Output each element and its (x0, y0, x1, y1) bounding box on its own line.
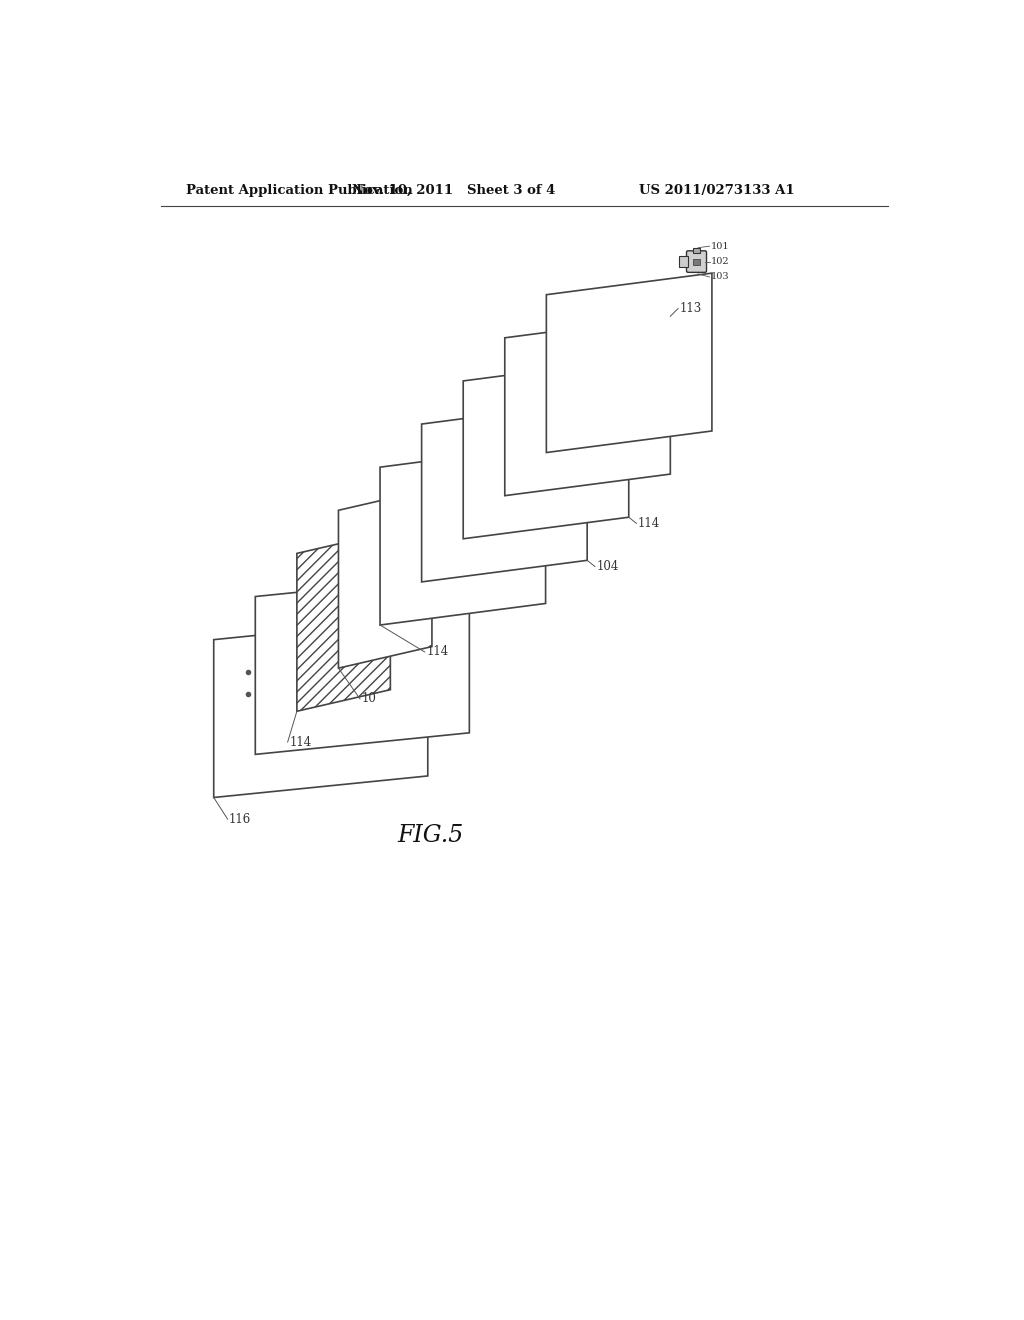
Polygon shape (422, 403, 587, 582)
Text: 114: 114 (426, 645, 449, 659)
Polygon shape (214, 618, 428, 797)
Polygon shape (547, 273, 712, 453)
Polygon shape (463, 359, 629, 539)
Text: 10: 10 (361, 693, 377, 705)
Polygon shape (255, 576, 469, 755)
Bar (693, 259, 699, 264)
Text: 116: 116 (229, 813, 251, 825)
FancyBboxPatch shape (686, 251, 707, 272)
Text: 102: 102 (711, 257, 730, 267)
Text: 114: 114 (638, 517, 660, 529)
Text: Nov. 10, 2011   Sheet 3 of 4: Nov. 10, 2011 Sheet 3 of 4 (352, 185, 556, 197)
Text: 114: 114 (289, 735, 311, 748)
Text: 101: 101 (711, 242, 730, 251)
Bar (679, 256, 688, 267)
Polygon shape (297, 532, 390, 711)
Polygon shape (339, 488, 432, 668)
Text: US 2011/0273133 A1: US 2011/0273133 A1 (639, 185, 795, 197)
Text: 103: 103 (711, 272, 730, 281)
Text: 113: 113 (680, 302, 701, 315)
Polygon shape (505, 317, 671, 496)
Bar (693, 248, 699, 253)
Text: FIG.5: FIG.5 (397, 825, 464, 847)
Text: 104: 104 (596, 560, 618, 573)
Polygon shape (380, 446, 546, 626)
Text: Patent Application Publication: Patent Application Publication (186, 185, 413, 197)
